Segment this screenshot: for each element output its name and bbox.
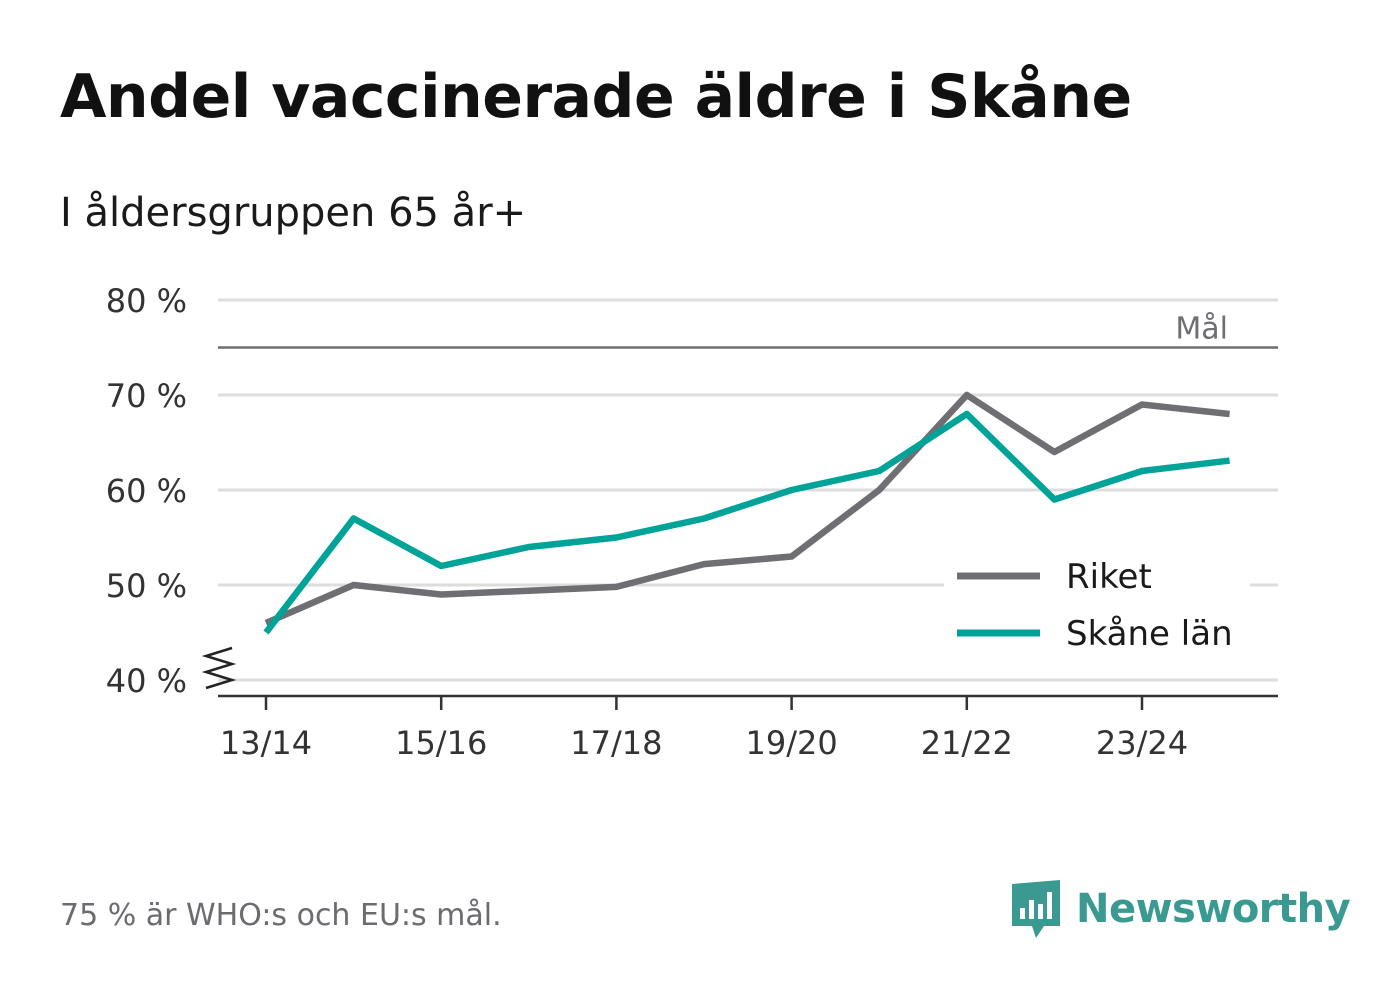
target-line-label: Mål	[1175, 312, 1228, 347]
x-tick-label: 23/24	[1096, 724, 1188, 762]
y-tick-label: 80 %	[106, 282, 187, 320]
chart-subtitle: I åldersgruppen 65 år+	[60, 190, 527, 236]
axes: 40 % 50 % 60 % 70 % 80 % 13/14 15/16 17/18 19/20…	[106, 282, 1278, 762]
chart-title: Andel vaccinerade äldre i Skåne	[60, 62, 1132, 132]
series-line-riket	[264, 391, 1230, 626]
series-line-skane-lan	[263, 410, 1230, 635]
y-tick-label: 70 %	[106, 377, 187, 415]
newsworthy-chart-bubble-icon	[1012, 880, 1060, 938]
y-axis-break-icon	[201, 646, 237, 690]
legend: Riket Skåne län	[944, 548, 1250, 660]
newsworthy-logo: Newsworthy	[1010, 878, 1351, 940]
legend-item-skane-lan-label: Skåne län	[1066, 614, 1233, 654]
x-tick-label: 15/16	[395, 724, 487, 762]
brand-name: Newsworthy	[1076, 886, 1351, 932]
y-tick-label: 40 %	[106, 662, 187, 700]
footnote: 75 % är WHO:s och EU:s mål.	[60, 898, 502, 933]
x-tick-label: 21/22	[921, 724, 1013, 762]
target-line-group: Mål	[218, 312, 1278, 349]
legend-item-riket-label: Riket	[1066, 557, 1152, 597]
legend-background	[944, 548, 1250, 660]
y-tick-label: 50 %	[106, 567, 187, 605]
series-lines	[263, 391, 1230, 635]
x-tick-label: 19/20	[745, 724, 837, 762]
x-tick-label: 17/18	[570, 724, 662, 762]
x-tick-label: 13/14	[220, 724, 312, 762]
y-tick-label: 60 %	[106, 472, 187, 510]
